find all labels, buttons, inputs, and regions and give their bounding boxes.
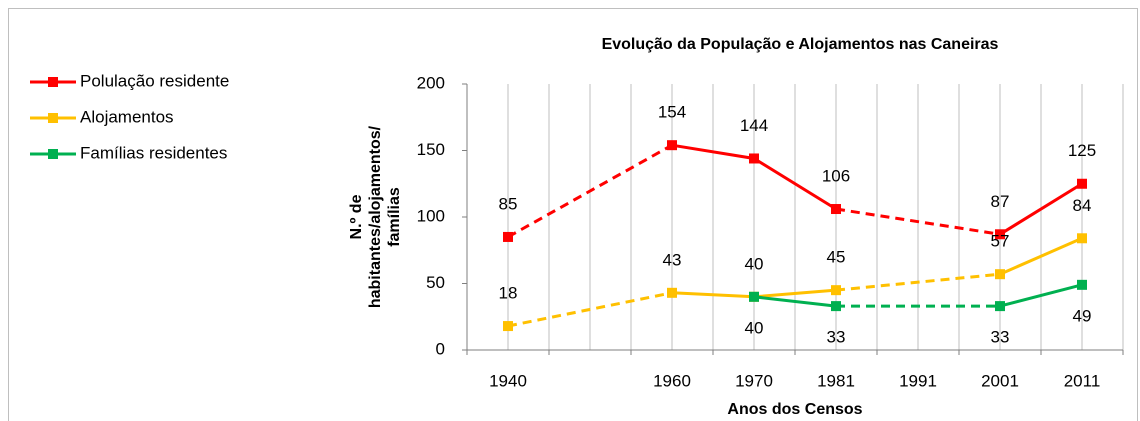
data-label: 144 bbox=[740, 116, 768, 135]
gap-line bbox=[507, 143, 673, 239]
data-label: 125 bbox=[1068, 141, 1096, 160]
legend-marker bbox=[48, 113, 58, 123]
y-tick-label: 50 bbox=[426, 273, 445, 292]
x-tick-label: 2011 bbox=[1064, 371, 1101, 390]
legend-marker bbox=[48, 77, 58, 87]
data-label: 106 bbox=[822, 167, 850, 186]
data-label: 154 bbox=[658, 103, 686, 122]
x-axis-label: Anos dos Censos bbox=[727, 401, 862, 418]
data-label: 49 bbox=[1073, 306, 1092, 325]
data-label: 18 bbox=[499, 284, 518, 303]
data-label: 85 bbox=[499, 194, 518, 213]
data-label: 33 bbox=[991, 328, 1010, 347]
point bbox=[831, 301, 841, 312]
gap-line bbox=[835, 207, 1001, 236]
legend-item: Famílias residentes bbox=[30, 143, 227, 162]
y-tick-label: 0 bbox=[436, 339, 445, 358]
point bbox=[831, 285, 841, 296]
series-line bbox=[999, 182, 1083, 236]
data-label: 45 bbox=[827, 248, 846, 267]
y-axis-label: N.º de bbox=[348, 194, 365, 239]
chart-title: Evolução da População e Alojamentos nas … bbox=[602, 36, 999, 53]
point bbox=[831, 204, 841, 215]
legend-marker bbox=[48, 149, 58, 159]
gap-line bbox=[507, 291, 673, 328]
legend-label: Polulação residente bbox=[80, 71, 229, 90]
y-axis-label: habitantes/alojamentos/ bbox=[367, 125, 384, 308]
y-tick-label: 150 bbox=[417, 140, 445, 159]
x-tick-label: 1960 bbox=[653, 371, 691, 390]
series-line bbox=[999, 236, 1083, 276]
series-line bbox=[999, 283, 1083, 308]
y-tick-label: 200 bbox=[417, 73, 445, 92]
point bbox=[667, 140, 677, 151]
data-label: 33 bbox=[827, 328, 846, 347]
data-label: 40 bbox=[745, 254, 764, 273]
y-tick-label: 100 bbox=[417, 206, 445, 225]
y-axis-label: famílias bbox=[386, 187, 403, 247]
data-label: 87 bbox=[991, 192, 1010, 211]
data-label: 57 bbox=[991, 232, 1010, 251]
point bbox=[503, 231, 513, 242]
point bbox=[995, 229, 1005, 240]
point bbox=[1077, 178, 1087, 189]
legend-label: Famílias residentes bbox=[80, 143, 227, 162]
x-tick-label: 2001 bbox=[981, 371, 1019, 390]
point bbox=[667, 287, 677, 298]
point bbox=[1077, 279, 1087, 290]
data-label: 40 bbox=[745, 318, 764, 337]
x-tick-label: 1970 bbox=[735, 371, 773, 390]
data-label: 84 bbox=[1073, 196, 1092, 215]
x-tick-label: 1940 bbox=[489, 371, 527, 390]
point bbox=[749, 291, 759, 302]
gap-line bbox=[835, 272, 1001, 292]
data-label: 43 bbox=[663, 250, 682, 269]
legend-item: Polulação residente bbox=[30, 71, 229, 90]
legend-label: Alojamentos bbox=[80, 107, 174, 126]
point bbox=[1077, 233, 1087, 244]
series-line bbox=[753, 295, 837, 308]
point bbox=[749, 153, 759, 164]
point bbox=[503, 321, 513, 332]
x-tick-label: 1991 bbox=[899, 371, 937, 390]
legend-item: Alojamentos bbox=[30, 107, 174, 126]
frame bbox=[8, 8, 1138, 421]
point bbox=[995, 269, 1005, 280]
x-tick-label: 1981 bbox=[817, 371, 855, 390]
point bbox=[995, 301, 1005, 312]
